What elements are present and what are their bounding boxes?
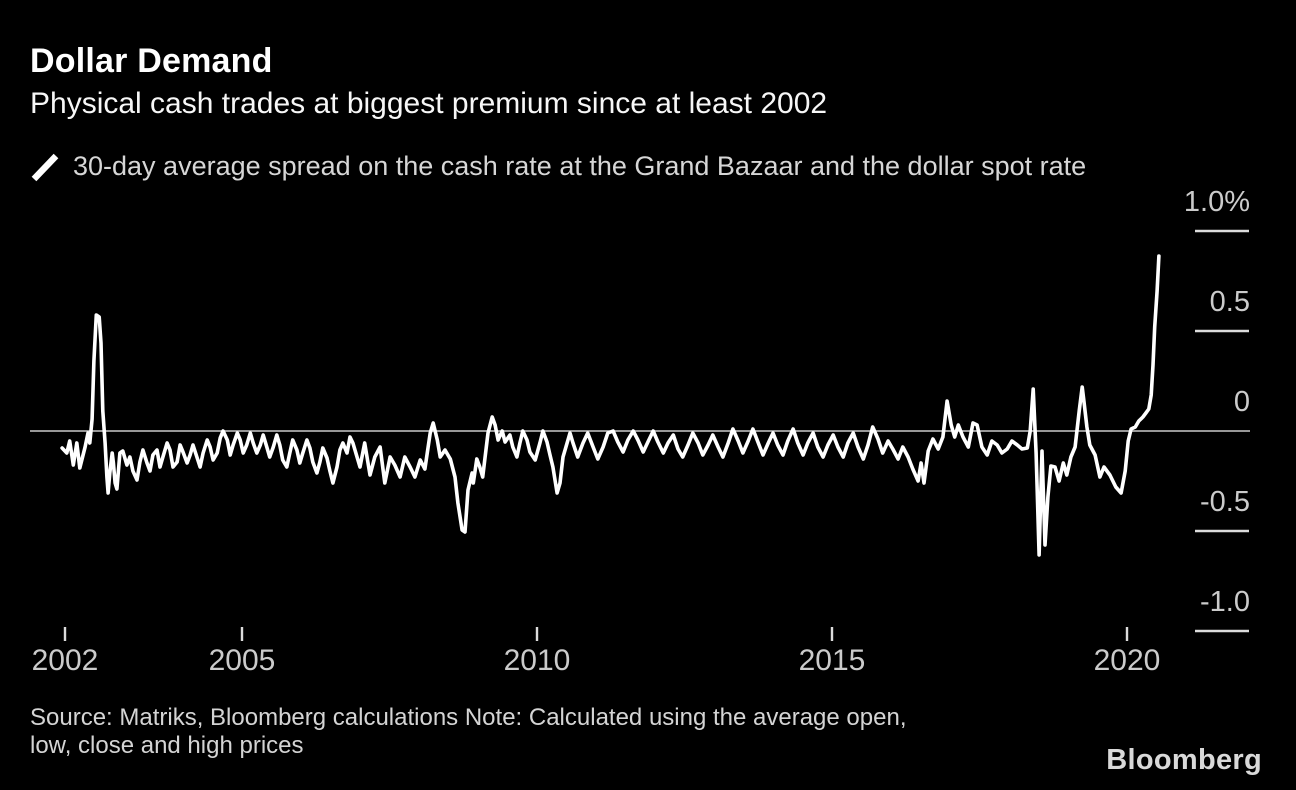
- y-tick-label: -0.5: [1200, 486, 1250, 518]
- line-series-icon: [30, 152, 60, 182]
- y-tick-label: 1.0%: [1183, 186, 1250, 218]
- x-tick-label: 2020: [1093, 644, 1161, 677]
- x-tick-label: 2010: [503, 644, 571, 677]
- x-tick-label: 2002: [31, 644, 99, 677]
- y-tick-label: -1.0: [1200, 586, 1250, 618]
- legend: 30-day average spread on the cash rate a…: [30, 151, 1086, 182]
- x-tick-label: 2005: [208, 644, 276, 677]
- y-tick-label: 0.5: [1209, 286, 1250, 318]
- y-tick-label: 0: [1233, 386, 1250, 418]
- chart-title: Dollar Demand: [30, 42, 273, 80]
- legend-label: 30-day average spread on the cash rate a…: [73, 151, 1087, 181]
- spread-line-series: [60, 254, 1161, 557]
- source-line: low, close and high prices: [30, 731, 304, 759]
- chart-subtitle: Physical cash trades at biggest premium …: [30, 87, 828, 120]
- x-tick-label: 2015: [798, 644, 866, 677]
- bloomberg-logo: Bloomberg: [1106, 744, 1262, 776]
- source-note: Source: Matriks, Bloomberg calculations …: [30, 704, 906, 759]
- source-line: Source: Matriks, Bloomberg calculations …: [30, 704, 907, 731]
